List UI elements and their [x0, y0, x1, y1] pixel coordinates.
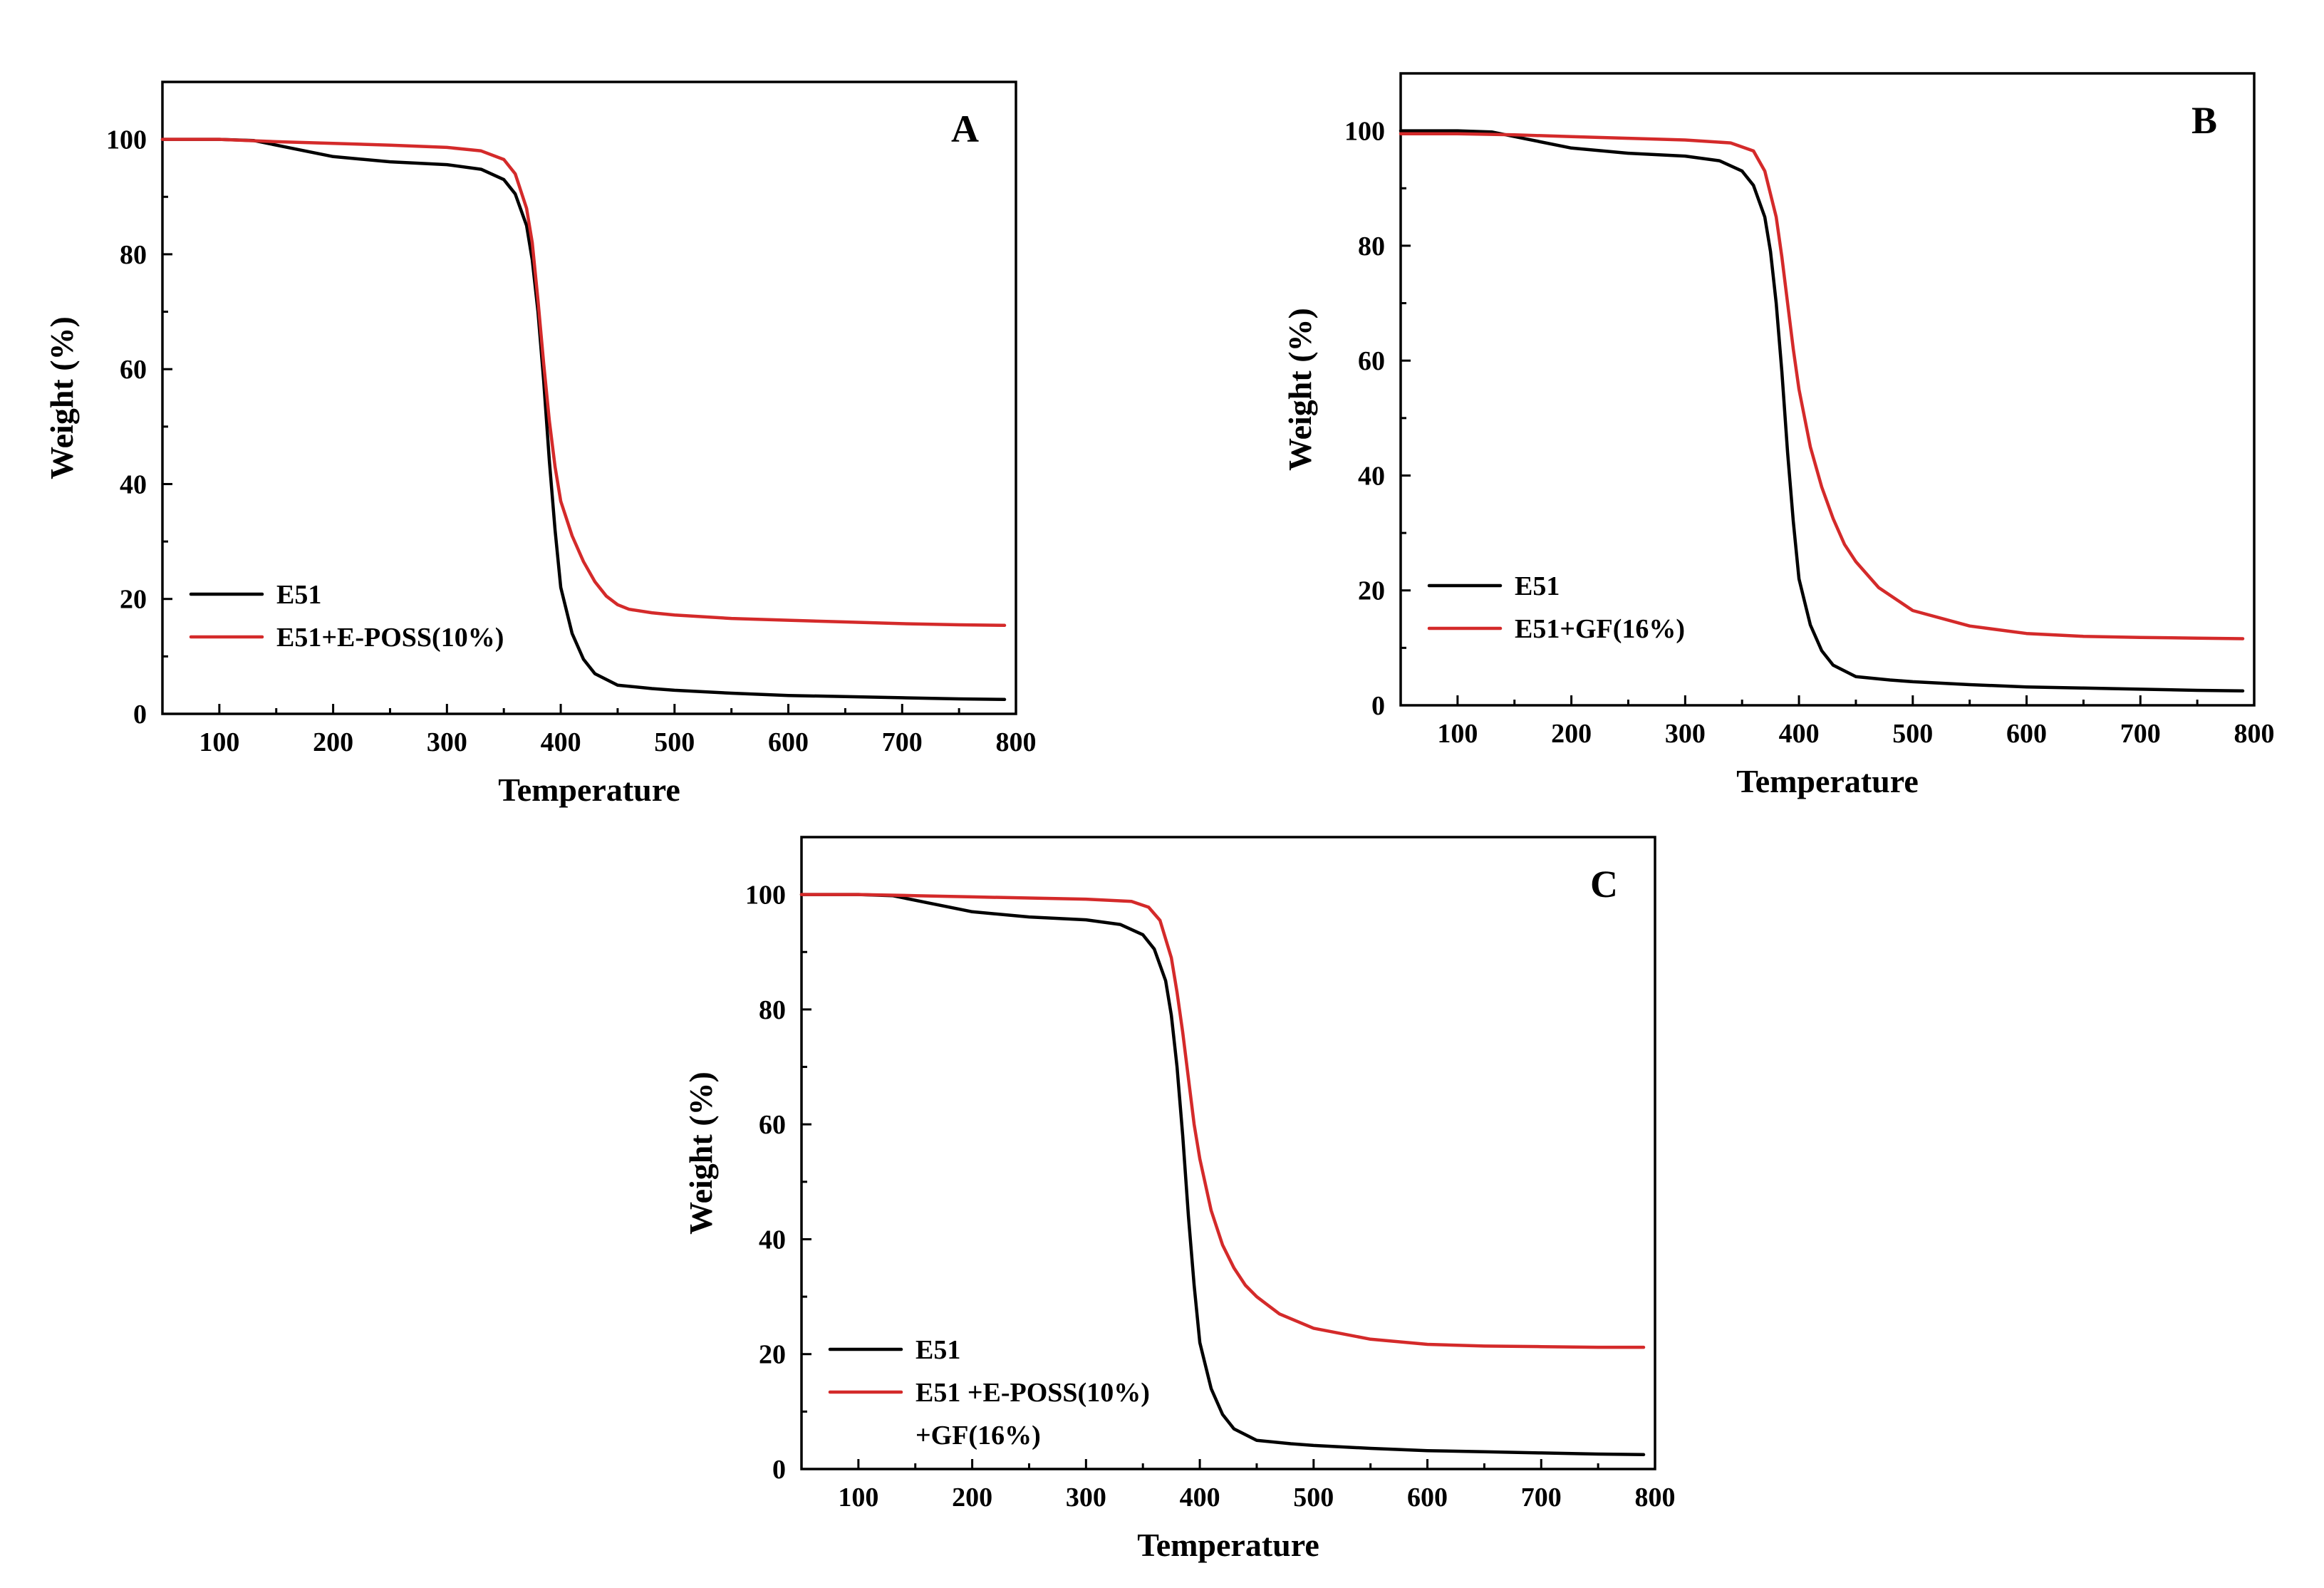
chart-b-panel-label: B: [2191, 99, 2217, 142]
chart-a-x-tick-label: 300: [427, 727, 467, 757]
chart-c-x-tick-label: 200: [952, 1483, 992, 1512]
chart-c-x-tick-label: 300: [1066, 1483, 1106, 1512]
chart-c-x-tick-label: 100: [838, 1483, 878, 1512]
chart-a-x-tick-label: 400: [541, 727, 581, 757]
chart-a-series-line-e51: [160, 137, 1007, 702]
chart-a-y-tick-label: 20: [120, 585, 147, 615]
chart-a-y-tick-label: 0: [133, 700, 147, 730]
chart-a-x-tick-label: 500: [654, 727, 695, 757]
chart-b-y-tick-label: 0: [1371, 691, 1385, 721]
chart-a-x-tick-label: 600: [768, 727, 809, 757]
chart-b-legend-label: E51: [1515, 571, 1560, 601]
chart-a-plot-frame: [161, 81, 1017, 715]
chart-c-panel-label: C: [1590, 863, 1618, 905]
chart-b-x-tick-label: 500: [1892, 719, 1933, 749]
chart-b-x-tick-label: 100: [1437, 719, 1478, 749]
chart-a-panel-label: A: [951, 108, 979, 150]
chart-c-x-tick-label: 600: [1407, 1483, 1448, 1512]
chart-b-x-tick-label: 800: [2234, 719, 2275, 749]
chart-a-y-tick-label: 60: [120, 355, 147, 385]
chart-a-legend-label: E51+E-POSS(10%): [276, 623, 504, 653]
chart-b-y-axis-title: Weight (%): [1282, 308, 1318, 471]
chart-c-y-tick-label: 80: [759, 995, 786, 1025]
chart-c-y-tick-label: 100: [745, 881, 786, 910]
chart-a-y-tick-label: 80: [120, 240, 147, 270]
chart-b-plot-frame: [1399, 72, 2256, 707]
chart-b-x-tick-label: 200: [1551, 719, 1592, 749]
chart-c-x-tick-label: 800: [1635, 1483, 1676, 1512]
chart-panel-a: 100 200 300 400 500 600 700 800 0 20 40 60 80 100 Temp…: [43, 81, 1037, 808]
chart-c-y-axis-title: Weight (%): [683, 1071, 719, 1235]
chart-c-y-tick-label: 0: [772, 1455, 786, 1485]
chart-c-x-tick-label: 500: [1293, 1483, 1334, 1512]
chart-b-y-tick-label: 20: [1358, 576, 1385, 606]
chart-a-y-tick-label: 100: [106, 125, 147, 155]
chart-b-legend-label: E51+GF(16%): [1515, 614, 1685, 644]
chart-panel-b: 100 200 300 400 500 600 700 800 0 20 40 60 80 100 Temp…: [1282, 72, 2275, 799]
chart-c-legend-label: E51 +E-POSS(10%): [915, 1378, 1150, 1408]
chart-c-y-tick-label: 20: [759, 1340, 786, 1370]
chart-a-y-axis-title: Weight (%): [43, 316, 80, 479]
chart-c-legend-label: +GF(16%): [915, 1421, 1041, 1451]
chart-a-x-tick-label: 100: [199, 727, 239, 757]
chart-b-series-line-composite: [1399, 132, 2245, 640]
chart-b-x-tick-label: 600: [2006, 719, 2047, 749]
chart-b-x-tick-label: 700: [2120, 719, 2161, 749]
chart-c-series-line-e51: [799, 893, 1646, 1457]
chart-a-x-tick-label: 200: [313, 727, 353, 757]
chart-a-x-tick-label: 700: [882, 727, 923, 757]
chart-c-x-axis-title: Temperature: [1137, 1527, 1319, 1563]
chart-c-x-tick-label: 400: [1180, 1483, 1220, 1512]
chart-b-series-line-e51: [1399, 129, 2245, 693]
chart-c-y-tick-label: 40: [759, 1225, 786, 1255]
chart-b-x-axis-title: Temperature: [1736, 763, 1919, 799]
chart-b-x-tick-label: 300: [1665, 719, 1706, 749]
chart-a-y-tick-label: 40: [120, 469, 147, 499]
chart-b-y-tick-label: 80: [1358, 232, 1385, 261]
chart-a-x-axis-title: Temperature: [498, 772, 680, 808]
chart-b-y-tick-label: 40: [1358, 461, 1385, 491]
chart-b-y-tick-label: 100: [1344, 117, 1385, 147]
chart-b-x-tick-label: 400: [1779, 719, 1820, 749]
chart-c-series-line-composite: [799, 893, 1646, 1349]
chart-panel-c: 100 200 300 400 500 600 700 800 0 20 40 60 80 100 Temp…: [683, 836, 1676, 1563]
chart-c-y-tick-label: 60: [759, 1110, 786, 1140]
chart-a-x-tick-label: 800: [996, 727, 1037, 757]
chart-c-plot-frame: [800, 836, 1656, 1470]
chart-c-legend-label: E51: [915, 1335, 960, 1365]
chart-c-x-tick-label: 700: [1521, 1483, 1562, 1512]
chart-a-legend-label: E51: [276, 580, 321, 610]
chart-a-series-line-composite: [160, 137, 1007, 628]
chart-b-y-tick-label: 60: [1358, 346, 1385, 376]
